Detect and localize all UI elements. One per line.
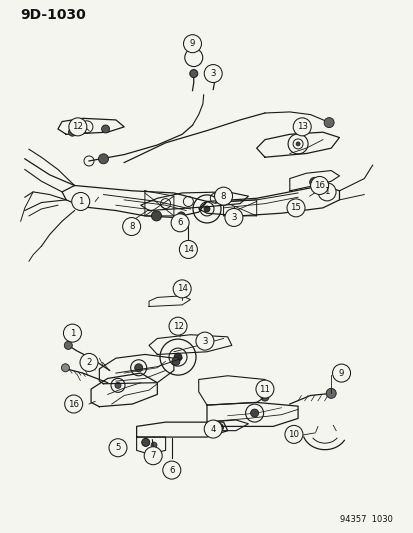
Circle shape [61, 364, 69, 372]
Circle shape [224, 208, 242, 227]
Circle shape [189, 69, 197, 78]
Circle shape [286, 199, 304, 217]
Circle shape [64, 395, 83, 413]
Circle shape [195, 332, 214, 350]
Text: 1: 1 [78, 197, 83, 206]
Circle shape [69, 118, 87, 136]
Circle shape [171, 214, 189, 232]
Text: 94357  1030: 94357 1030 [339, 515, 392, 524]
Text: 16: 16 [68, 400, 79, 408]
Circle shape [295, 142, 299, 146]
Text: 1: 1 [323, 188, 329, 196]
Circle shape [63, 324, 81, 342]
Text: 2: 2 [86, 358, 92, 367]
Circle shape [211, 71, 219, 80]
Circle shape [115, 382, 121, 389]
Circle shape [169, 317, 187, 335]
Text: 9: 9 [190, 39, 195, 48]
Circle shape [122, 217, 140, 236]
Circle shape [144, 447, 162, 465]
Circle shape [177, 212, 185, 220]
Circle shape [173, 280, 191, 298]
Text: 8: 8 [220, 192, 226, 200]
Circle shape [204, 420, 222, 438]
Text: 12: 12 [172, 322, 183, 330]
Text: 10: 10 [288, 430, 299, 439]
Text: 7: 7 [150, 451, 156, 460]
Circle shape [250, 409, 258, 417]
Text: 3: 3 [230, 213, 236, 222]
Text: 9: 9 [338, 369, 343, 377]
Circle shape [260, 393, 268, 401]
Circle shape [141, 438, 150, 447]
Circle shape [109, 439, 127, 457]
Circle shape [284, 425, 302, 443]
Circle shape [214, 187, 232, 205]
Circle shape [71, 192, 90, 211]
Circle shape [204, 64, 222, 83]
Text: 4: 4 [210, 425, 216, 433]
Text: 9D-1030: 9D-1030 [21, 8, 86, 22]
Circle shape [183, 35, 201, 53]
Circle shape [215, 423, 223, 432]
Circle shape [151, 442, 157, 448]
Circle shape [323, 118, 333, 127]
Text: 14: 14 [176, 285, 187, 293]
Text: 3: 3 [210, 69, 216, 78]
Text: 11: 11 [259, 385, 270, 393]
Circle shape [98, 154, 108, 164]
Circle shape [173, 353, 182, 361]
Circle shape [101, 125, 109, 133]
Circle shape [134, 364, 142, 372]
Text: 6: 6 [177, 219, 183, 227]
Circle shape [332, 364, 350, 382]
Circle shape [255, 380, 273, 398]
Text: 1: 1 [69, 329, 75, 337]
Text: 6: 6 [169, 466, 174, 474]
Circle shape [68, 128, 76, 136]
Text: 15: 15 [290, 204, 301, 212]
Circle shape [309, 177, 319, 187]
Circle shape [325, 389, 335, 398]
Circle shape [292, 118, 311, 136]
Text: 3: 3 [202, 337, 207, 345]
Circle shape [310, 176, 328, 195]
Circle shape [80, 353, 98, 372]
Circle shape [162, 461, 180, 479]
Circle shape [204, 206, 209, 212]
Text: 5: 5 [115, 443, 121, 452]
Text: 14: 14 [183, 245, 193, 254]
Text: 12: 12 [72, 123, 83, 131]
Text: 13: 13 [296, 123, 307, 131]
Text: 8: 8 [128, 222, 134, 231]
Circle shape [171, 357, 180, 366]
Circle shape [64, 341, 72, 350]
Circle shape [179, 240, 197, 259]
Text: 16: 16 [313, 181, 324, 190]
Circle shape [317, 183, 335, 201]
Circle shape [151, 211, 161, 221]
